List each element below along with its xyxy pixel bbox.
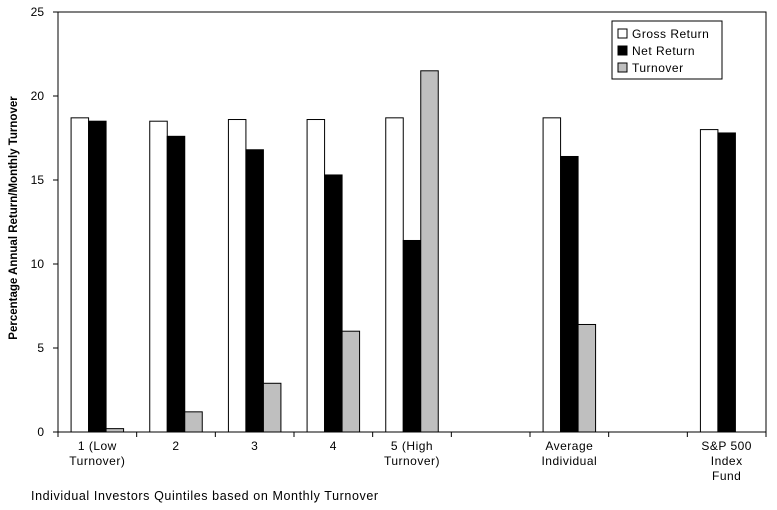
- net-return-bar: [324, 174, 343, 433]
- turnover-bar: [420, 70, 439, 433]
- x-category-label: 4: [330, 439, 337, 453]
- x-category-label: Individual: [541, 454, 597, 468]
- x-category-label: 3: [251, 439, 258, 453]
- net-return-bar: [245, 149, 264, 433]
- turnover-bar: [577, 323, 597, 433]
- y-tick-label: 10: [31, 257, 45, 271]
- gross-return-bar: [699, 129, 719, 433]
- net-return-bar: [717, 132, 736, 433]
- y-tick-label: 15: [31, 173, 45, 187]
- net-return-bar: [166, 135, 186, 433]
- y-tick-labels: 0 5 10 15 20 25: [31, 5, 45, 439]
- gross-return-bar: [149, 120, 168, 433]
- turnover-bar: [341, 330, 361, 433]
- x-category-label: 5 (High: [391, 439, 433, 453]
- y-tick-label: 20: [31, 89, 45, 103]
- gross-return-bar: [306, 119, 326, 433]
- legend: Gross Return Net Return Turnover: [611, 20, 723, 80]
- legend-box: [611, 20, 723, 80]
- x-category-label: S&P 500: [701, 439, 752, 453]
- x-category-label: Turnover): [69, 454, 125, 468]
- turnover-bar: [262, 382, 282, 433]
- gross-return-legend-swatch: [617, 28, 628, 39]
- x-category-label: Index: [711, 454, 743, 468]
- turnover-legend-label: Turnover: [632, 61, 684, 75]
- net-return-bar: [88, 120, 107, 433]
- gross-return-bar: [70, 117, 90, 433]
- net-return-legend-label: Net Return: [632, 44, 695, 58]
- gross-return-bar: [385, 117, 404, 433]
- turnover-bar: [184, 411, 203, 433]
- gross-return-legend-label: Gross Return: [632, 27, 709, 41]
- x-category-label: 1 (Low: [78, 439, 117, 453]
- x-category-label: 2: [172, 439, 179, 453]
- x-category-label: Fund: [712, 469, 741, 483]
- x-category-label: Average: [545, 439, 593, 453]
- net-return-bar: [560, 155, 579, 433]
- y-axis-label: Percentage Annual Return/Monthly Turnove…: [8, 96, 20, 340]
- y-tick-label: 5: [37, 341, 44, 355]
- turnover-legend-swatch: [617, 62, 628, 73]
- net-return-legend-swatch: [617, 45, 628, 56]
- turnover-bar: [105, 428, 125, 433]
- net-return-bar: [402, 239, 422, 433]
- gross-return-bar: [542, 117, 562, 433]
- x-category-label: Turnover): [384, 454, 440, 468]
- x-axis-label: Individual Investors Quintiles based on …: [31, 489, 379, 503]
- gross-return-bar: [227, 119, 247, 433]
- y-tick-label: 25: [31, 5, 45, 19]
- y-tick-label: 0: [37, 425, 44, 439]
- bars: [70, 70, 736, 433]
